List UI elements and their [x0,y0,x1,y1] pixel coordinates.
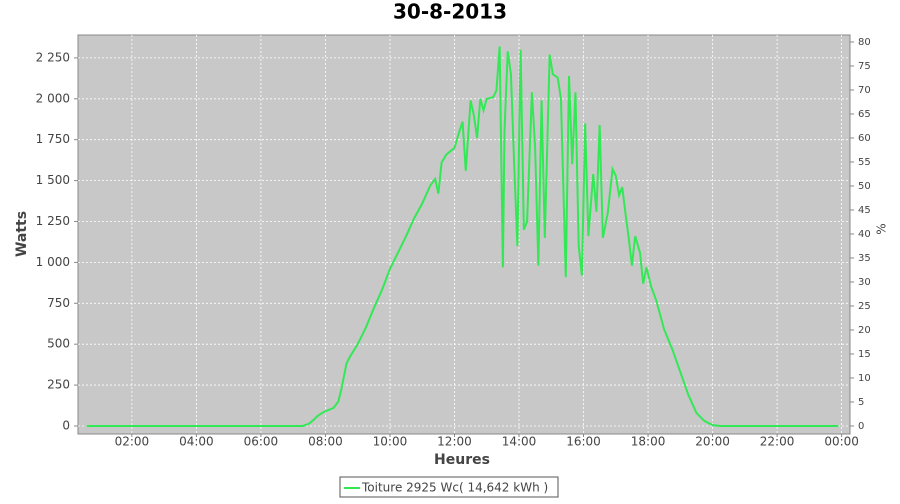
y2-tick-label: 55 [858,157,871,168]
legend [339,476,559,498]
y2-tick-label: 5 [858,397,864,408]
x-tick-label: 20:00 [695,435,730,449]
y2-tick-label: 35 [858,253,871,264]
y-tick-label: 1 750 [36,132,70,146]
y-tick-label: 2 000 [36,91,70,105]
y-tick-label: 1 250 [36,214,70,228]
chart-title: 30-8-2013 [393,0,507,24]
y-axis-label: Watts [14,211,30,257]
x-tick-label: 16:00 [566,435,601,449]
y2-tick-label: 25 [858,301,871,312]
x-axis-label: Heures [434,452,490,468]
x-tick-label: 00:00 [824,435,859,449]
y2-tick-label: 40 [858,229,871,240]
y-tick-label: 1 000 [36,255,70,269]
x-tick-label: 12:00 [437,435,472,449]
line-series [86,46,839,427]
y2-tick-label: 60 [858,133,871,144]
y2-tick-label: 70 [858,85,871,96]
plot-area [77,34,851,435]
y2-tick-label: 75 [858,61,871,72]
x-tick-label: 18:00 [631,435,666,449]
x-tick-label: 08:00 [308,435,343,449]
x-tick-label: 04:00 [179,435,214,449]
y2-tick-label: 15 [858,349,871,360]
y2-tick-label: 10 [858,373,871,384]
y2-tick-label: 30 [858,277,871,288]
y2-axis-label: % [875,223,889,234]
x-tick-label: 02:00 [115,435,150,449]
y2-tick-label: 65 [858,109,871,120]
y-tick-label: 2 250 [36,50,70,64]
x-tick-label: 14:00 [502,435,537,449]
x-tick-label: 10:00 [373,435,408,449]
y2-tick-label: 20 [858,325,871,336]
y-tick-label: 0 [62,418,70,432]
y2-tick-label: 0 [858,421,864,432]
x-tick-label: 06:00 [244,435,279,449]
y2-tick-label: 80 [858,37,871,48]
y-tick-label: 750 [47,296,70,310]
y-tick-label: 1 500 [36,173,70,187]
x-tick-label: 22:00 [760,435,795,449]
y2-tick-label: 45 [858,205,871,216]
y-tick-label: 250 [47,378,70,392]
legend-label: Toiture 2925 Wc( 14,642 kWh ) [361,481,548,495]
y-tick-label: 500 [47,337,70,351]
y2-tick-label: 50 [858,181,871,192]
